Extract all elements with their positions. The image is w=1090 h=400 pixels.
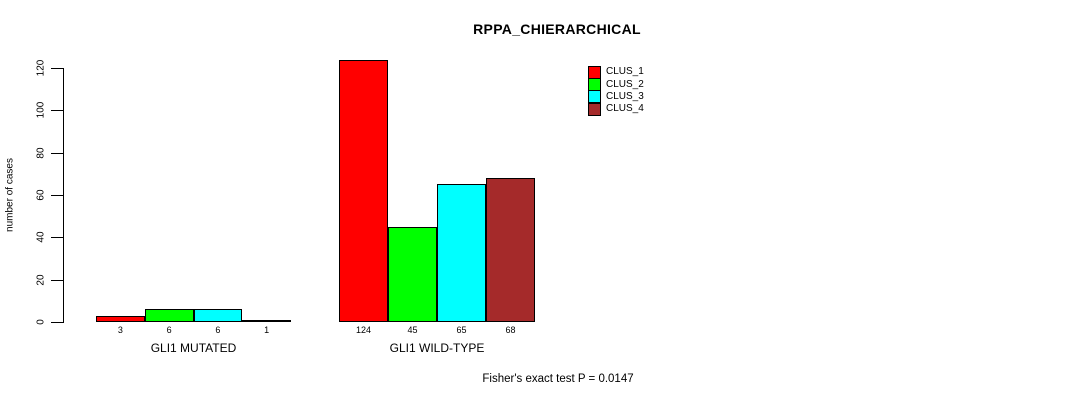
bar-clus_3	[437, 184, 486, 322]
legend-item: CLUS_1	[588, 65, 644, 79]
y-axis-tick	[51, 279, 63, 281]
bar-value-label: 1	[264, 325, 270, 335]
y-axis-tick-label: 0	[35, 319, 47, 325]
chart-title: RPPA_CHIERARCHICAL	[473, 21, 641, 37]
legend-swatch-clus_3	[588, 90, 601, 104]
bar-clus_1	[339, 59, 388, 322]
bar-value-label: 6	[166, 325, 172, 335]
y-axis-tick-label: 20	[35, 274, 47, 286]
y-axis-tick-label: 40	[35, 231, 47, 243]
y-axis-tick	[51, 68, 63, 69]
bar-clus_2	[144, 309, 194, 322]
y-axis-tick-label: 80	[35, 147, 47, 159]
bar-clus_2	[388, 226, 437, 322]
y-axis-line	[63, 68, 64, 323]
y-axis-tick	[51, 152, 63, 154]
legend-swatch-clus_4	[588, 102, 601, 116]
legend-label: CLUS_4	[606, 103, 644, 115]
legend-item: CLUS_4	[588, 102, 644, 116]
bar-clus_4	[486, 178, 535, 322]
y-axis-tick	[51, 322, 63, 323]
bar-value-label: 65	[456, 325, 467, 335]
legend-label: CLUS_3	[606, 90, 644, 102]
bar-value-label: 68	[505, 325, 516, 335]
legend-swatch-clus_1	[588, 65, 601, 79]
y-axis-tick	[51, 110, 63, 112]
bar-clus_3	[193, 309, 243, 322]
legend-label: CLUS_2	[606, 78, 644, 90]
bar-clus_1	[96, 315, 145, 322]
y-axis-tick-label: 120	[35, 59, 47, 77]
y-axis-tick-label: 100	[35, 101, 47, 119]
legend-label: CLUS_1	[606, 66, 644, 78]
legend-item: CLUS_3	[588, 90, 644, 104]
bar-value-label: 3	[117, 325, 123, 335]
y-axis-tick-label: 60	[35, 189, 47, 201]
legend-swatch-clus_2	[588, 78, 601, 92]
y-axis-label: number of cases	[4, 158, 16, 232]
bar-clus_4	[242, 319, 291, 322]
bar-value-label: 124	[355, 325, 372, 335]
annotation-text: Fisher's exact test P = 0.0147	[482, 373, 634, 385]
legend-item: CLUS_2	[588, 78, 644, 92]
x-axis-group-label: GLI1 MUTATED	[150, 341, 237, 355]
y-axis-tick	[51, 195, 63, 196]
y-axis-tick	[51, 237, 63, 239]
x-axis-group-label: GLI1 WILD-TYPE	[389, 341, 485, 355]
bar-value-label: 45	[407, 325, 418, 335]
bar-value-label: 6	[215, 325, 221, 335]
legend: CLUS_1 CLUS_2 CLUS_3 CLUS_4	[588, 65, 644, 116]
